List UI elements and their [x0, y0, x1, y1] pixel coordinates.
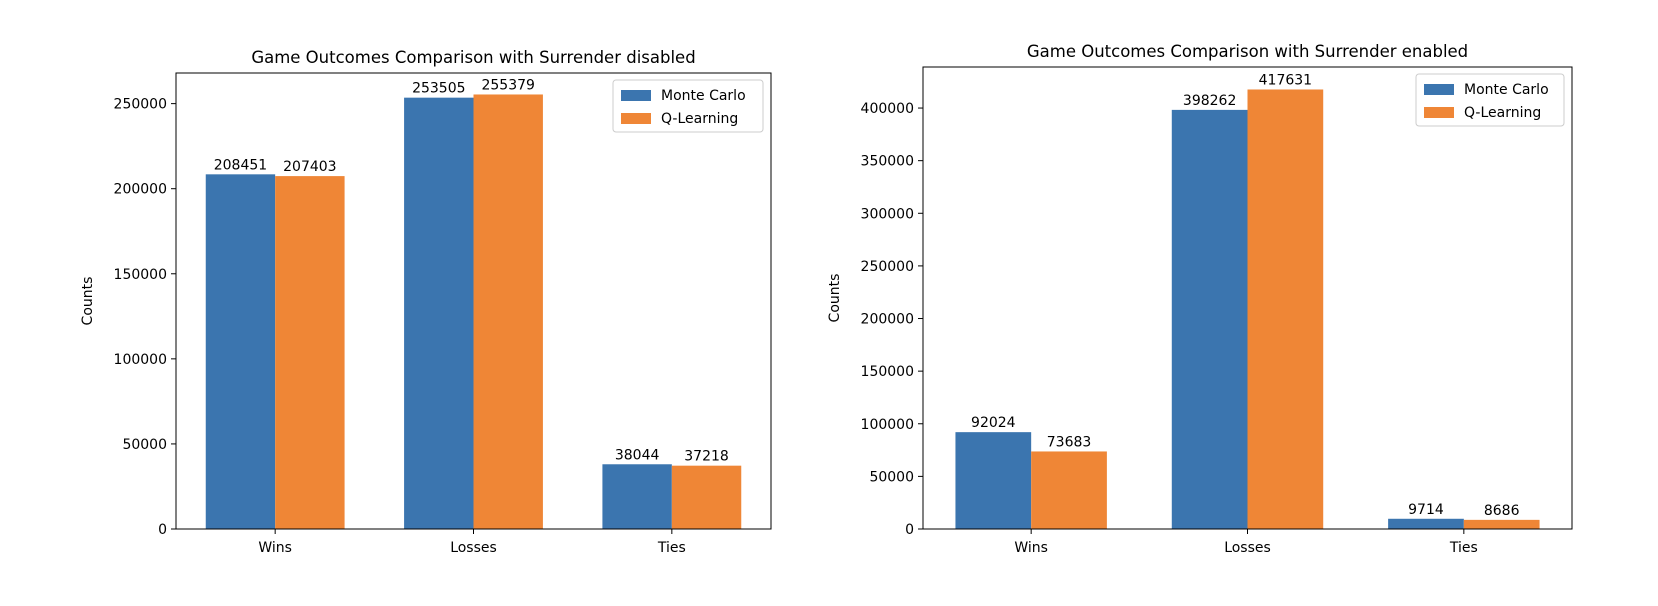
bar-monte-carlo-losses — [404, 97, 474, 529]
bar-value-label: 37218 — [684, 449, 729, 465]
x-tick-label: Ties — [657, 540, 686, 556]
bar-value-label: 8686 — [1484, 503, 1520, 519]
bar-value-label: 208451 — [214, 157, 267, 173]
legend-swatch-q-learning — [1424, 107, 1454, 118]
bar-monte-carlo-wins — [955, 432, 1032, 529]
y-tick-label: 300000 — [861, 206, 914, 222]
plot-frame — [175, 72, 772, 530]
bar-value-label: 417631 — [1259, 72, 1312, 88]
y-axis-label: Counts — [80, 277, 96, 326]
bar-value-label: 398262 — [1183, 93, 1236, 109]
chart-surrender-enabled: 92024 73683 Wins 398262 417631 Losses 9714 8686… — [827, 42, 1573, 556]
y-tick-label: 250000 — [114, 97, 167, 113]
bar-q-learning-wins — [275, 176, 345, 529]
y-tick-label: 0 — [905, 522, 914, 538]
y-tick-label: 150000 — [114, 267, 167, 283]
legend-label: Monte Carlo — [661, 88, 746, 104]
legend-swatch-q-learning — [621, 113, 651, 124]
bar-q-learning-ties — [1463, 519, 1540, 529]
bar-q-learning-wins — [1031, 451, 1107, 529]
bar-monte-carlo-ties — [1388, 518, 1464, 529]
y-tick-label: 200000 — [114, 182, 167, 198]
y-tick-label: 0 — [158, 522, 167, 538]
legend: Monte Carlo Q-Learning — [612, 79, 764, 133]
y-tick-label: 250000 — [861, 259, 914, 275]
bar-q-learning-losses — [1247, 89, 1324, 530]
legend-label: Q-Learning — [1464, 105, 1541, 121]
legend-label: Q-Learning — [661, 111, 738, 127]
y-tick-label: 100000 — [861, 417, 914, 433]
x-tick-label: Wins — [258, 540, 292, 556]
bar-value-label: 255379 — [481, 77, 534, 93]
y-axis-label: Counts — [827, 274, 843, 323]
y-tick-label: 50000 — [122, 437, 167, 453]
legend-swatch-monte-carlo — [1424, 84, 1454, 95]
bar-value-label: 253505 — [412, 81, 465, 97]
bar-monte-carlo-losses — [1171, 109, 1248, 529]
bar-value-label: 73683 — [1047, 434, 1092, 450]
bar-q-learning-losses — [473, 94, 543, 529]
bar-value-label: 9714 — [1408, 502, 1444, 518]
bar-value-label: 38044 — [615, 447, 660, 463]
bar-value-label: 207403 — [283, 159, 336, 175]
plot-frame — [922, 66, 1573, 530]
legend-swatch-monte-carlo — [621, 90, 651, 101]
y-tick-label: 150000 — [861, 364, 914, 380]
y-tick-label: 50000 — [869, 469, 914, 485]
legend: Monte Carlo Q-Learning — [1415, 73, 1565, 127]
x-tick-label: Wins — [1014, 540, 1048, 556]
bar-value-label: 92024 — [971, 415, 1016, 431]
y-tick-label: 350000 — [861, 154, 914, 170]
x-tick-label: Losses — [1224, 540, 1271, 556]
y-tick-label: 400000 — [861, 101, 914, 117]
y-tick-label: 100000 — [114, 352, 167, 368]
chart-title: Game Outcomes Comparison with Surrender … — [251, 48, 695, 67]
y-tick-label: 200000 — [861, 312, 914, 328]
bar-monte-carlo-wins — [205, 174, 276, 529]
x-tick-label: Losses — [450, 540, 497, 556]
bar-monte-carlo-ties — [602, 464, 672, 529]
x-tick-label: Ties — [1449, 540, 1478, 556]
chart-title: Game Outcomes Comparison with Surrender … — [1027, 42, 1468, 61]
bar-q-learning-ties — [671, 465, 742, 529]
legend-label: Monte Carlo — [1464, 82, 1549, 98]
chart-surrender-disabled: 208451 207403 Wins 253505 255379 Losses 38044 3… — [80, 48, 772, 556]
